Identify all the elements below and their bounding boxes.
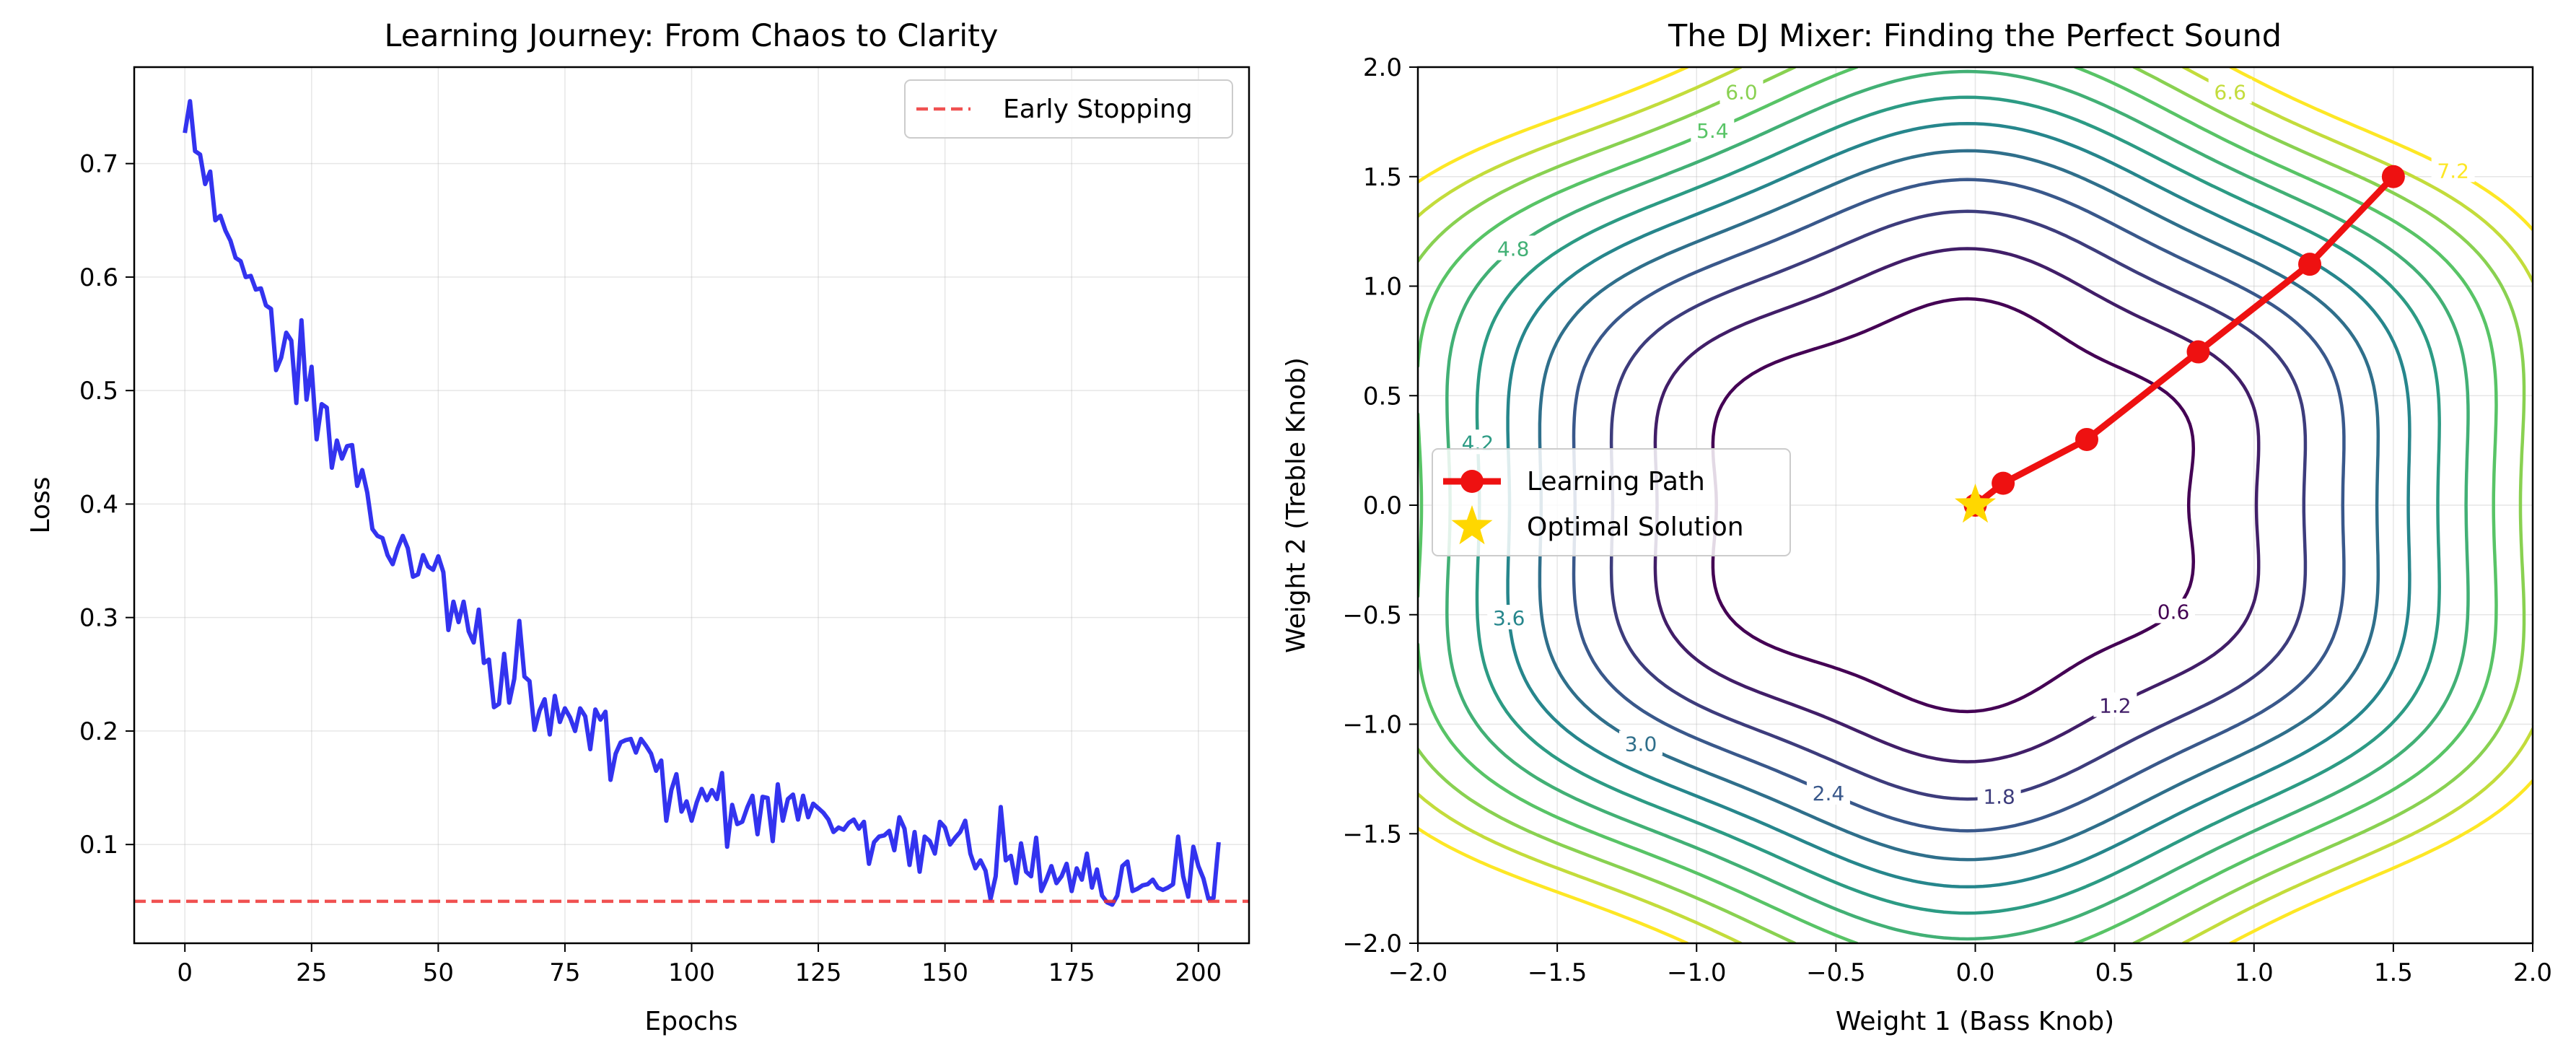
contour-label-bg — [2152, 598, 2196, 624]
loss-chart-y-tick-label: 0.7 — [79, 150, 118, 179]
contour-label: 4.8 — [1497, 237, 1530, 261]
contour-line — [1538, 149, 2380, 862]
contour-label: 3.0 — [1625, 732, 1657, 756]
contour-label-bg — [1619, 730, 1662, 756]
loss-chart-y-tick-label: 0.2 — [79, 717, 118, 746]
loss-chart-x-tick-label: 50 — [423, 958, 454, 987]
contour-label-bg — [2208, 79, 2252, 104]
contour-chart-x-tick-label: −1.0 — [1667, 958, 1727, 987]
learning-path-point — [2186, 340, 2210, 364]
loss-chart-y-ticks: 0.1 0.2 0.3 0.4 0.5 0.6 0.7 — [79, 150, 134, 860]
contour-chart-x-tick-label: −1.5 — [1528, 958, 1587, 987]
contour-line — [1711, 297, 2196, 714]
contour-label-bg — [1977, 783, 2021, 808]
loss-chart-x-ticks: 0 25 50 75 100 125 150 175 200 — [177, 943, 1222, 987]
contour-chart-y-tick-label: 1.0 — [1363, 273, 1402, 302]
contour-chart-x-tick-label: 1.0 — [2235, 958, 2274, 987]
contour-label: 3.6 — [1493, 606, 1525, 630]
optimal-solution-marker — [1955, 484, 1996, 523]
learning-path-point — [2381, 165, 2405, 188]
contour-chart-legend: Learning Path Optimal Solution — [1432, 448, 1791, 556]
contour-chart-y-tick-label: 0.5 — [1363, 382, 1402, 411]
contour-chart-y-tick-label: −2.0 — [1342, 930, 1402, 958]
contour-label: 0.6 — [2157, 600, 2190, 624]
optimal-solution-star — [1955, 484, 1996, 523]
contour-label-bg — [2431, 157, 2475, 183]
contour-chart-y-tick-label: −1.5 — [1342, 820, 1402, 849]
early-stopping-legend-label: Early Stopping — [1003, 95, 1193, 124]
contour-label: 1.8 — [1983, 785, 2015, 809]
contour-line — [1475, 95, 2441, 915]
contour-chart-x-tick-label: 1.5 — [2374, 958, 2413, 987]
loss-chart-plot-area — [134, 99, 1249, 907]
contour-chart-legend-box — [1432, 448, 1791, 556]
loss-line — [183, 99, 1221, 907]
contour-label-bg — [1487, 605, 1531, 630]
contour-chart-x-tick-label: 2.0 — [2513, 958, 2552, 987]
loss-chart-grid — [134, 67, 1249, 943]
contour-label: 6.6 — [2214, 80, 2246, 104]
contour-line — [1445, 69, 2470, 941]
loss-chart-y-tick-label: 0.5 — [79, 377, 118, 406]
contour-chart-y-ticks: −2.0 −1.5 −1.0 −0.5 0.0 0.5 1.0 1.5 2.0 — [1342, 53, 1418, 958]
contour-chart-y-axis-label: Weight 2 (Treble Knob) — [1282, 357, 1311, 653]
loss-chart-legend-box — [904, 79, 1233, 139]
learning-path-point — [2075, 427, 2098, 451]
contour-label-bg — [1491, 235, 1535, 261]
loss-chart-x-tick-label: 150 — [921, 958, 968, 987]
contour-label-bg — [2093, 692, 2137, 717]
contour-chart-y-tick-label: 1.5 — [1363, 163, 1402, 192]
contour-chart-x-tick-label: −0.5 — [1806, 958, 1866, 987]
contour-label: 1.2 — [2099, 694, 2132, 717]
contour-line — [1609, 209, 2308, 801]
loss-chart-x-tick-label: 175 — [1048, 958, 1095, 987]
loss-chart-title: Learning Journey: From Chaos to Clarity — [385, 18, 999, 54]
contour-chart-x-axis-label: Weight 1 (Bass Knob) — [1836, 1007, 2114, 1036]
contour-line — [1418, 67, 2533, 943]
loss-chart-x-tick-label: 0 — [177, 958, 193, 987]
contour-chart-y-tick-label: 2.0 — [1363, 53, 1402, 82]
loss-chart-x-tick-label: 125 — [795, 958, 842, 987]
contour-labels: 0.61.21.82.43.03.64.24.85.46.0 6.67.2 — [1455, 79, 2475, 809]
contour-label: 7.2 — [2437, 159, 2469, 183]
loss-chart-y-tick-label: 0.4 — [79, 490, 118, 519]
loss-chart: 0 25 50 75 100 125 150 175 200 0.10.20.30.40.50.… — [26, 18, 1250, 1036]
loss-chart-x-tick-label: 100 — [668, 958, 715, 987]
loss-chart-x-tick-label: 25 — [296, 958, 327, 987]
contour-label-bg — [1691, 117, 1735, 142]
contour-chart-y-tick-label: −1.0 — [1342, 711, 1402, 740]
contour-label-bg — [1806, 779, 1850, 805]
learning-path-point — [2298, 253, 2321, 276]
learning-path-legend-marker — [1460, 470, 1484, 493]
contour-label: 6.0 — [1725, 81, 1758, 105]
loss-chart-y-axis-label: Loss — [26, 477, 56, 534]
contour-line — [1506, 121, 2411, 889]
optimal-solution-legend-label: Optimal Solution — [1527, 512, 1744, 542]
loss-chart-y-tick-label: 0.1 — [79, 831, 118, 860]
contour-chart-x-tick-label: 0.5 — [2095, 958, 2134, 987]
contour-chart: 0.61.21.82.43.03.64.24.85.46.0 6.67.2 −2.… — [1282, 18, 2552, 1036]
contour-label: 5.4 — [1696, 119, 1729, 143]
contour-lines — [1418, 67, 2533, 943]
contour-chart-x-ticks: −2.0 −1.5 −1.0 −0.5 0.0 0.5 1.0 1.5 2.0 — [1388, 943, 2552, 987]
loss-chart-legend: Early Stopping — [904, 79, 1233, 139]
contour-chart-title: The DJ Mixer: Finding the Perfect Sound — [1668, 18, 2282, 54]
contour-chart-x-tick-label: 0.0 — [1955, 958, 1994, 987]
contour-line — [1418, 67, 2533, 943]
loss-chart-y-tick-label: 0.6 — [79, 263, 118, 292]
contour-line — [1418, 67, 2526, 943]
contour-label: 2.4 — [1813, 782, 1845, 805]
learning-path-legend-label: Learning Path — [1527, 467, 1705, 497]
loss-chart-x-tick-label: 200 — [1175, 958, 1222, 987]
contour-chart-y-tick-label: −0.5 — [1342, 601, 1402, 630]
contour-label-bg — [1719, 79, 1764, 104]
loss-chart-y-tick-label: 0.3 — [79, 604, 118, 633]
contour-chart-x-tick-label: −2.0 — [1388, 958, 1448, 987]
loss-chart-x-tick-label: 75 — [549, 958, 580, 987]
contour-chart-y-tick-label: 0.0 — [1363, 491, 1402, 520]
learning-path-point — [1992, 471, 2015, 495]
optimal-solution-legend-star — [1451, 505, 1493, 545]
loss-chart-x-axis-label: Epochs — [645, 1007, 738, 1036]
